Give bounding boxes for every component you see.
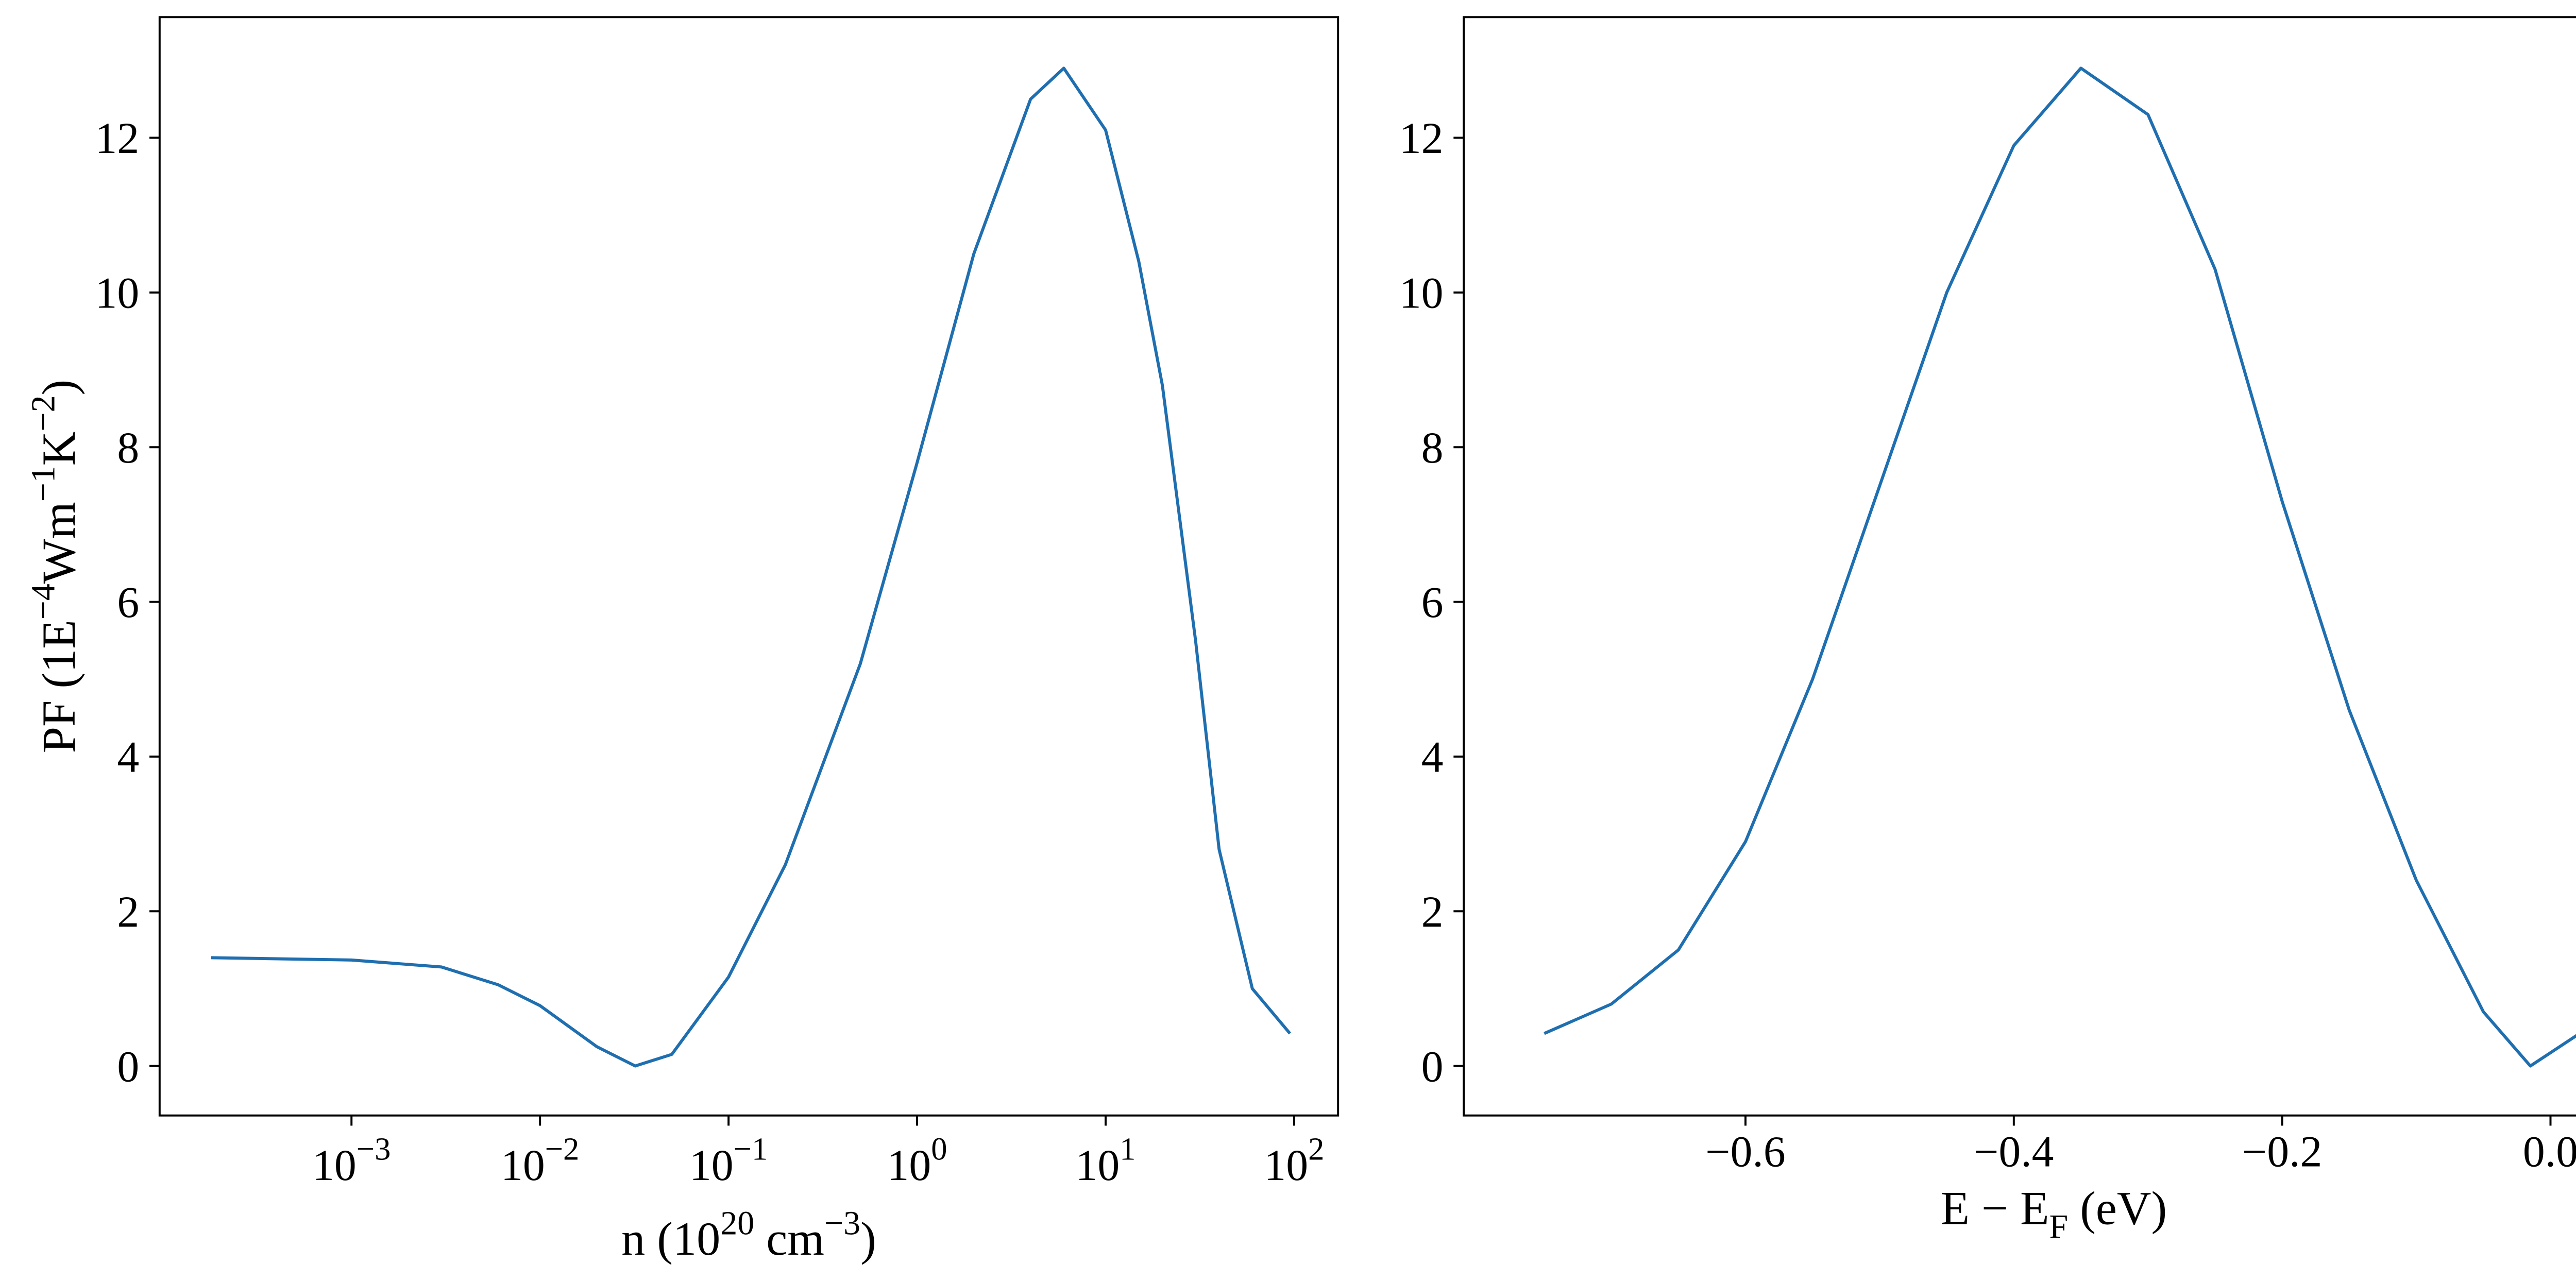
label-part: −3 bbox=[824, 1204, 860, 1242]
y-tick-label: 6 bbox=[117, 578, 139, 627]
label-part: (eV) bbox=[2068, 1182, 2167, 1235]
x-tick-label: −0.4 bbox=[1974, 1127, 2054, 1176]
x-tick-label: −0.6 bbox=[1705, 1127, 1785, 1176]
label-part: cm bbox=[754, 1212, 824, 1265]
tick-exponent: −2 bbox=[545, 1131, 580, 1167]
label-part: E − E bbox=[1941, 1182, 2049, 1235]
x-axis-label: n (1020 cm−3) bbox=[621, 1204, 876, 1265]
y-tick-label: 6 bbox=[1421, 578, 1444, 627]
tick-exponent: 1 bbox=[1120, 1131, 1136, 1167]
y-tick-label: 0 bbox=[1421, 1042, 1444, 1091]
x-tick-label: −0.2 bbox=[2242, 1127, 2322, 1176]
tick-base: 10 bbox=[1075, 1141, 1120, 1190]
label-part: F bbox=[2049, 1208, 2068, 1245]
label-part: ) bbox=[32, 380, 85, 396]
label-part: −1 bbox=[24, 466, 62, 502]
y-tick-label: 12 bbox=[1399, 114, 1444, 163]
y-tick-label: 4 bbox=[1421, 733, 1444, 782]
label-part: n (10 bbox=[621, 1212, 720, 1265]
tick-exponent: 0 bbox=[931, 1131, 947, 1167]
x-tick-label: 10−1 bbox=[689, 1131, 768, 1190]
y-tick-label: 2 bbox=[1421, 887, 1444, 936]
y-tick-label: 4 bbox=[117, 733, 139, 782]
x-tick-label: 0.0 bbox=[2523, 1127, 2576, 1176]
x-tick-label: 10−2 bbox=[501, 1131, 579, 1190]
label-part: −2 bbox=[24, 395, 62, 431]
tick-exponent: −1 bbox=[734, 1131, 768, 1167]
x-tick-label: 10−3 bbox=[312, 1131, 391, 1190]
data-line bbox=[1544, 66, 2576, 1068]
tick-base: 10 bbox=[1264, 1141, 1308, 1190]
tick-base: 10 bbox=[887, 1141, 931, 1190]
y-tick-label: 10 bbox=[1399, 269, 1444, 318]
tick-base: 10 bbox=[689, 1141, 734, 1190]
x-axis-label: E − EF (eV) bbox=[1941, 1182, 2167, 1245]
data-line bbox=[211, 66, 1292, 1068]
label-part: PF (1E bbox=[32, 620, 85, 753]
y-tick-label: 0 bbox=[117, 1042, 139, 1091]
y-tick-label: 8 bbox=[1421, 423, 1444, 472]
tick-exponent: −3 bbox=[357, 1131, 391, 1167]
label-part: 20 bbox=[720, 1204, 754, 1242]
y-tick-label: 12 bbox=[95, 114, 140, 163]
tick-exponent: 2 bbox=[1308, 1131, 1324, 1167]
x-tick-label: 101 bbox=[1075, 1131, 1136, 1190]
y-tick-label: 2 bbox=[117, 887, 139, 936]
y-axis-label: PF (1E−4Wm−1K−2) bbox=[24, 380, 85, 754]
tick-base: 10 bbox=[501, 1141, 545, 1190]
x-tick-label: 100 bbox=[887, 1131, 947, 1190]
plot-frame bbox=[158, 16, 1340, 1117]
tick-base: 10 bbox=[312, 1141, 357, 1190]
label-part: K bbox=[32, 432, 85, 466]
y-tick-label: 8 bbox=[117, 423, 139, 472]
plot-frame bbox=[1463, 16, 2576, 1117]
y-tick-label: 10 bbox=[95, 269, 140, 318]
label-part: ) bbox=[860, 1212, 876, 1265]
x-tick-label: 102 bbox=[1264, 1131, 1324, 1190]
label-part: Wm bbox=[32, 502, 85, 584]
label-part: −4 bbox=[24, 584, 62, 620]
